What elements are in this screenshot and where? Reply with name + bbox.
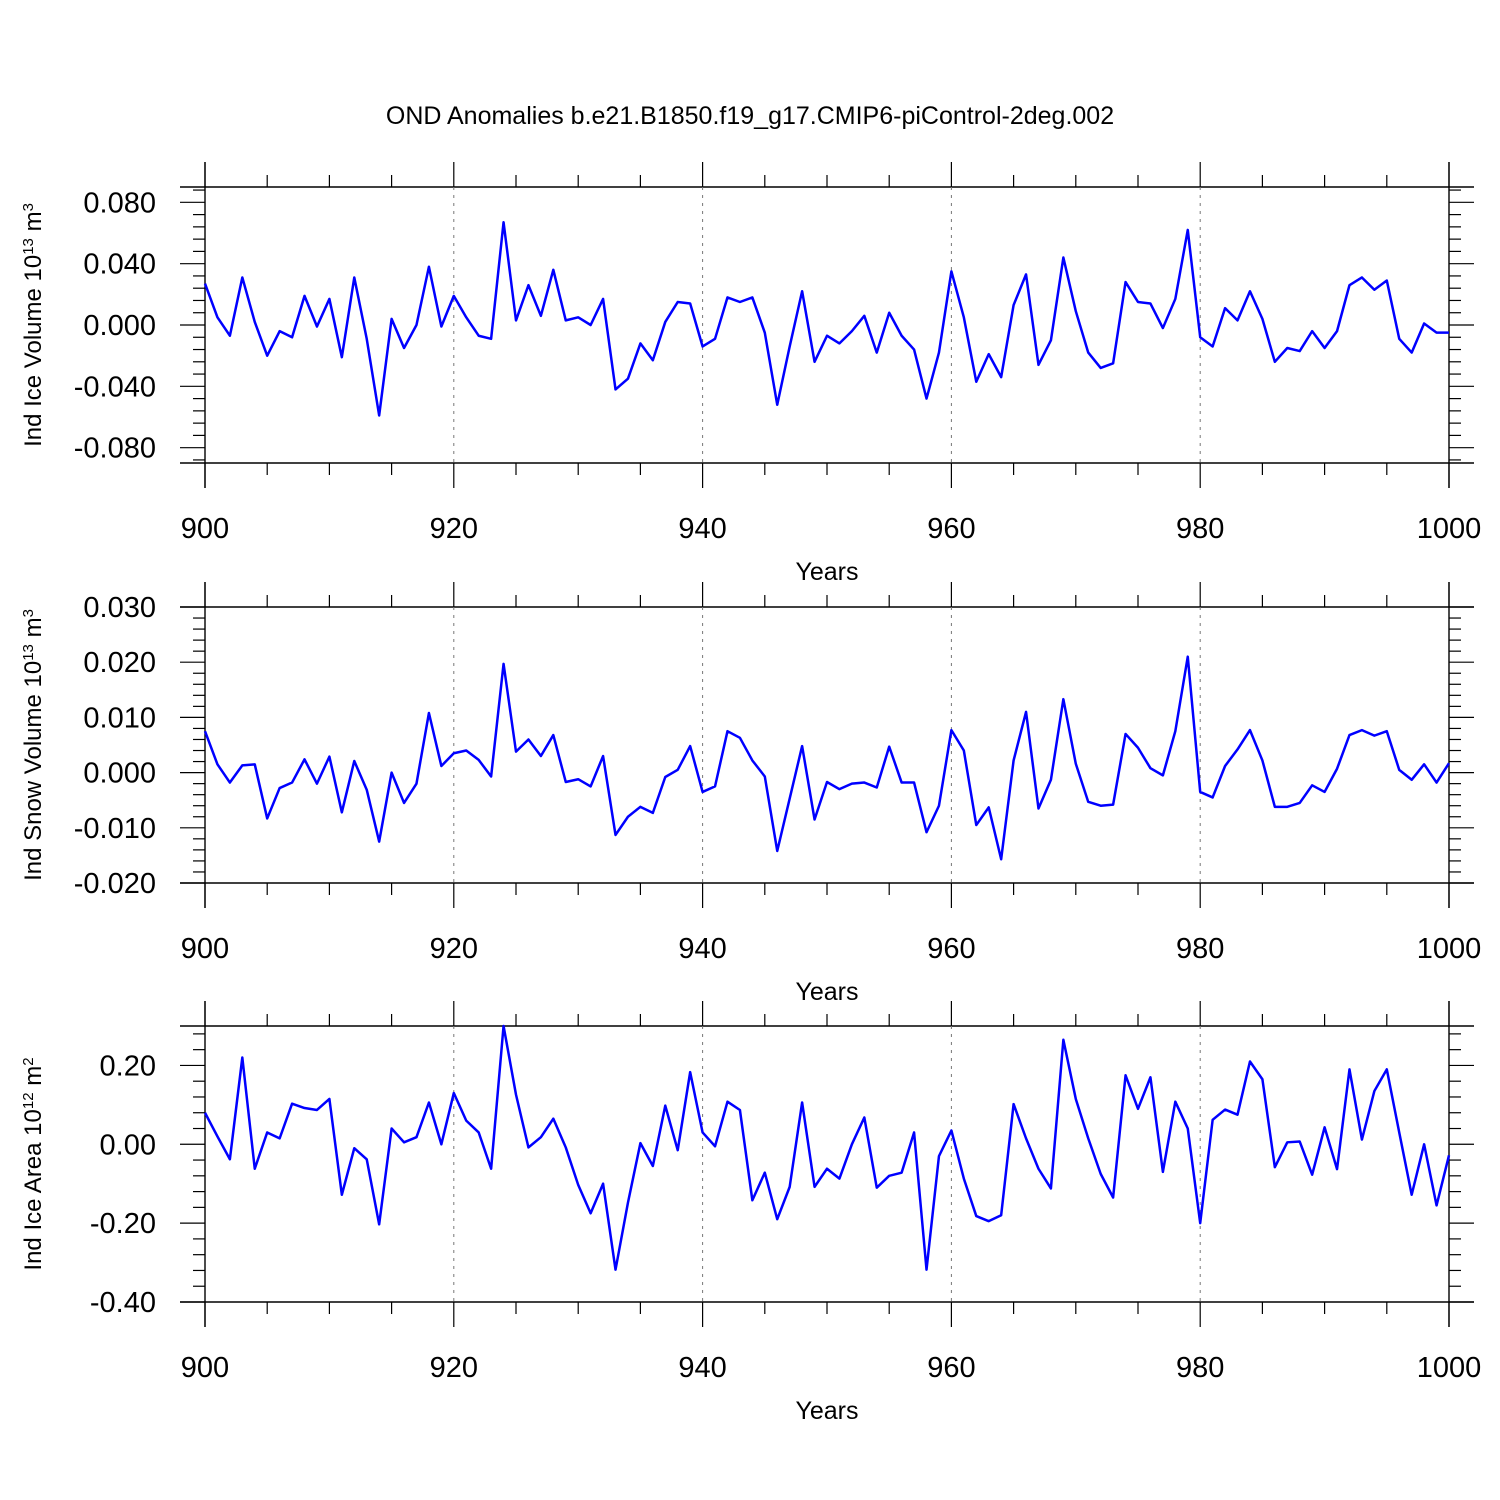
- x-tick-label: 940: [678, 933, 726, 965]
- x-axis-label: Years: [795, 1397, 858, 1425]
- y-tick-label: -0.040: [74, 371, 156, 403]
- x-axis-label: Years: [795, 558, 858, 586]
- x-tick-label: 1000: [1417, 933, 1482, 965]
- chart-title: OND Anomalies b.e21.B1850.f19_g17.CMIP6-…: [386, 102, 1114, 130]
- x-tick-label: 920: [430, 513, 478, 545]
- y-tick-label: 0.010: [83, 702, 156, 734]
- y-tick-label: 0.00: [100, 1129, 156, 1161]
- y-tick-label: 0.080: [83, 187, 156, 219]
- x-tick-label: 940: [678, 1352, 726, 1384]
- y-tick-label: -0.080: [74, 433, 156, 465]
- y-tick-label: 0.000: [83, 310, 156, 342]
- data-series-line: [203, 1024, 1451, 1271]
- x-tick-label: 900: [181, 513, 229, 545]
- y-tick-label: 0.000: [83, 758, 156, 790]
- x-tick-label: 900: [181, 933, 229, 965]
- panel-ice-volume: 900 920 940 960 980 1000 -0.080 -0.040 0.000 0.04…: [20, 162, 1482, 586]
- panel-snow-volume: 900 920 940 960 980 1000 -0.020 -0.010 0.000 0.01…: [20, 582, 1482, 1006]
- y-axis-label: Ind Ice Volume 1013 m3: [20, 203, 48, 447]
- x-tick-label: 900: [181, 1352, 229, 1384]
- y-tick-label: 0.20: [100, 1050, 156, 1082]
- x-axis-label: Years: [795, 978, 858, 1006]
- x-tick-label: 960: [927, 1352, 975, 1384]
- x-tick-label: 980: [1176, 933, 1224, 965]
- x-tick-label: 1000: [1417, 513, 1482, 545]
- y-tick-label: -0.20: [90, 1208, 156, 1240]
- y-axis-label: Ind Ice Area 1012 m2: [20, 1057, 48, 1270]
- y-tick-label: 0.040: [83, 249, 156, 281]
- panel-ice-area: 900 920 940 960 980 1000 -0.40 -0.20 0.00 0.20 Yea…: [20, 1001, 1482, 1425]
- data-series-line: [203, 221, 1449, 417]
- x-tick-label: 920: [430, 1352, 478, 1384]
- x-tick-label: 980: [1176, 513, 1224, 545]
- x-tick-label: 960: [927, 933, 975, 965]
- x-tick-label: 920: [430, 933, 478, 965]
- x-tick-label: 980: [1176, 1352, 1224, 1384]
- y-tick-label: 0.020: [83, 647, 156, 679]
- x-tick-label: 1000: [1417, 1352, 1482, 1384]
- data-series-line: [203, 655, 1451, 861]
- x-tick-label: 960: [927, 513, 975, 545]
- y-tick-label: -0.020: [74, 868, 156, 900]
- y-tick-label: -0.010: [74, 813, 156, 845]
- y-axis-label: Ind Snow Volume 1013 m3: [20, 609, 48, 881]
- y-tick-label: -0.40: [90, 1287, 156, 1319]
- x-tick-label: 940: [678, 513, 726, 545]
- y-tick-label: 0.030: [83, 592, 156, 624]
